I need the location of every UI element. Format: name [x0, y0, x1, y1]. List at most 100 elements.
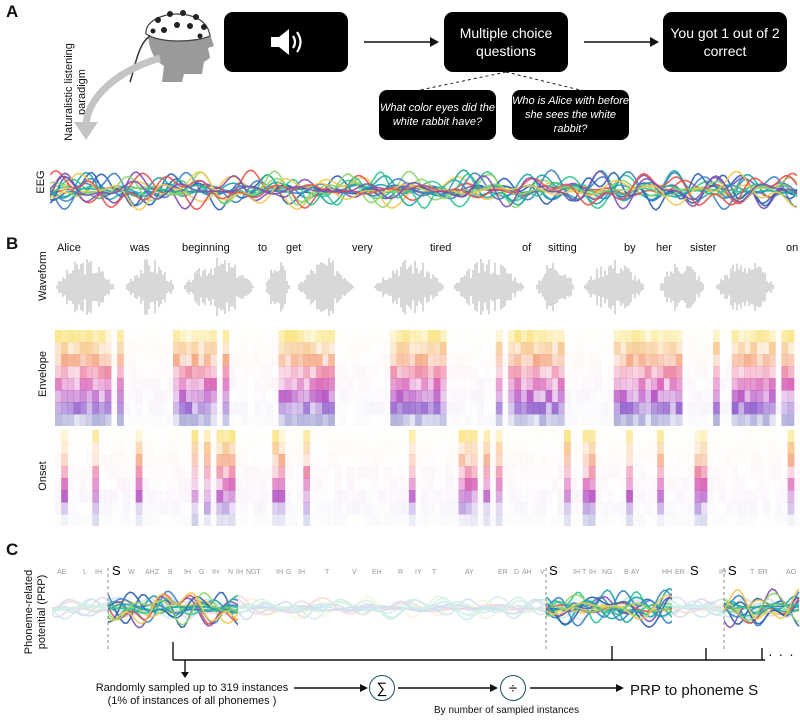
heatmap-cell — [210, 366, 217, 379]
heatmap-cell — [92, 378, 99, 391]
heatmap-cell — [55, 390, 62, 403]
heatmap-cell — [763, 454, 770, 467]
heatmap-cell — [490, 390, 497, 403]
heatmap-cell — [427, 330, 435, 343]
heatmap-cell — [142, 402, 149, 415]
heatmap-cell — [588, 454, 596, 467]
heatmap-cell — [359, 442, 366, 455]
heatmap-cell — [651, 478, 658, 491]
heatmap-cell — [539, 454, 546, 467]
heatmap-cell — [551, 430, 559, 443]
heatmap-cell — [608, 354, 615, 367]
heatmap-cell — [104, 490, 112, 503]
heatmap-cell — [502, 442, 509, 455]
heatmap-cell — [781, 430, 788, 443]
heatmap-cell — [378, 330, 385, 343]
heatmap-cell — [582, 414, 590, 426]
heatmap-cell — [74, 478, 81, 491]
heatmap-cell — [613, 442, 621, 455]
heatmap-cell — [756, 430, 764, 443]
heatmap-cell — [136, 354, 143, 367]
phoneme-label: EH — [372, 569, 382, 576]
heatmap-cell — [508, 490, 515, 503]
heatmap-cell — [266, 414, 273, 426]
heatmap-cell — [235, 378, 242, 391]
heatmap-cell — [86, 330, 93, 343]
heatmap-cell — [787, 402, 795, 415]
eeg-label: EEG — [35, 170, 47, 194]
heatmap-cell — [514, 430, 521, 443]
heatmap-cell — [408, 502, 416, 515]
heatmap-cell — [694, 390, 702, 403]
heatmap-cell — [427, 366, 435, 379]
heatmap-cell — [688, 354, 695, 367]
heatmap-cell — [663, 454, 670, 467]
heatmap-cell — [670, 502, 677, 515]
heatmap-cell — [508, 366, 515, 379]
heatmap-cell — [123, 478, 130, 491]
heatmap-cell — [601, 466, 608, 479]
heatmap-cell — [390, 342, 397, 355]
heatmap-cell — [427, 390, 435, 403]
heatmap-cell — [533, 454, 540, 467]
heatmap-cell — [359, 390, 366, 403]
phoneme-s-label: S — [549, 563, 558, 578]
heatmap-cell — [384, 466, 391, 479]
heatmap-cell — [204, 354, 211, 367]
heatmap-cell — [316, 502, 323, 515]
heatmap-cell — [161, 330, 168, 343]
phoneme-label: V — [352, 569, 357, 576]
heatmap-cell — [521, 514, 528, 526]
heatmap-cell — [148, 454, 155, 467]
heatmap-cell — [694, 414, 702, 426]
heatmap-cell — [86, 490, 93, 503]
heatmap-cell — [222, 390, 230, 403]
heatmap-cell — [141, 414, 149, 426]
heatmap-cell — [104, 330, 112, 343]
heatmap-cell — [303, 402, 310, 415]
heatmap-cell — [161, 442, 168, 455]
heatmap-cell — [55, 366, 62, 379]
heatmap-cell — [67, 390, 75, 403]
heatmap-cell — [148, 442, 155, 455]
heatmap-cell — [613, 366, 621, 379]
heatmap-cell — [216, 490, 224, 503]
heatmap-cell — [458, 442, 466, 455]
phoneme-label: ER — [498, 569, 508, 576]
heatmap-cell — [452, 478, 459, 491]
heatmap-cell — [452, 502, 459, 515]
heatmap-cell — [738, 454, 745, 467]
heatmap-cell — [216, 402, 224, 415]
heatmap-cell — [254, 330, 261, 343]
heatmap-cell — [185, 478, 193, 491]
heatmap-cell — [657, 390, 664, 403]
heatmap-cell — [595, 490, 602, 503]
heatmap-cell — [427, 342, 435, 355]
heatmap-cell — [104, 466, 112, 479]
heatmap-cell — [577, 502, 584, 515]
heatmap-cell — [706, 466, 714, 479]
heatmap-cell — [235, 502, 242, 515]
heatmap-cell — [309, 366, 317, 379]
heatmap-cell — [396, 502, 404, 515]
heatmap-cell — [626, 342, 633, 355]
heatmap-cell — [204, 414, 211, 426]
heatmap-cell — [61, 390, 68, 403]
heatmap-cell — [92, 342, 99, 355]
heatmap-cell — [626, 514, 633, 526]
heatmap-cell — [706, 442, 714, 455]
heatmap-cell — [775, 502, 782, 515]
heatmap-cell — [657, 330, 664, 343]
heatmap-cell — [750, 390, 757, 403]
heatmap-cell — [638, 342, 646, 355]
heatmap-cell — [408, 342, 416, 355]
heatmap-cell — [328, 414, 335, 426]
heatmap-cell — [713, 390, 720, 403]
heatmap-cell — [675, 514, 683, 526]
heatmap-cell — [707, 414, 714, 426]
heatmap-cell — [229, 414, 236, 426]
heatmap-cell — [719, 430, 726, 443]
heatmap-cell — [222, 354, 230, 367]
heatmap-cell — [583, 366, 590, 379]
heatmap-cell — [179, 402, 186, 415]
